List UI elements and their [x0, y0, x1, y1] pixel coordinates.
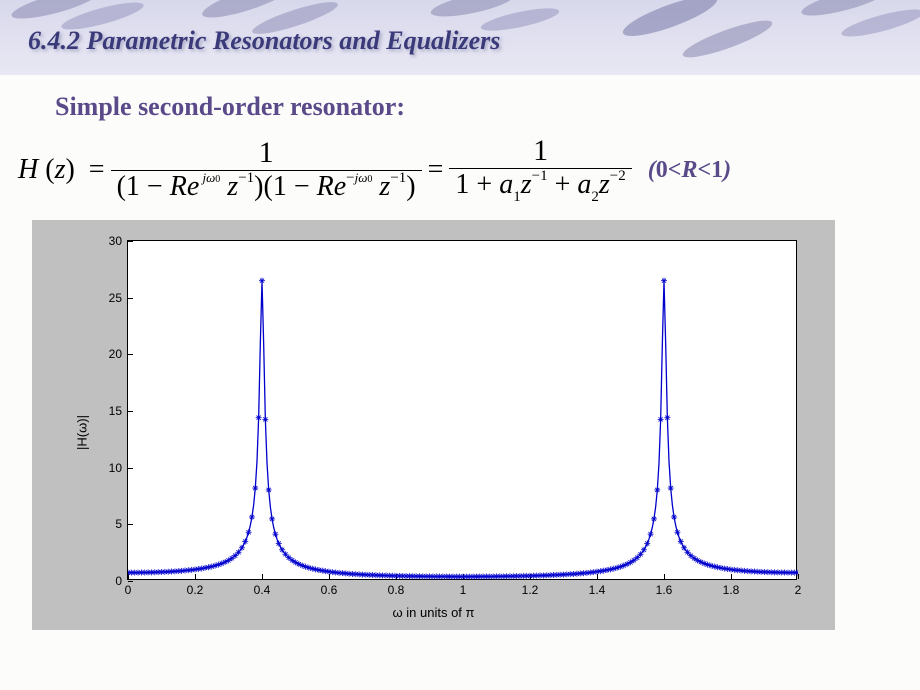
x-tick: 1.8 [723, 579, 740, 597]
x-tick: 0.4 [254, 579, 271, 597]
x-tick: 1.4 [589, 579, 606, 597]
x-tick: 1.6 [656, 579, 673, 597]
transfer-function-equation: H (z) = 1 (1 − Re jω0 z−1)(1 − Re−jω0 z−… [18, 125, 898, 215]
x-tick: 0.2 [187, 579, 204, 597]
x-tick: 0.6 [321, 579, 338, 597]
response-curve [128, 241, 798, 581]
section-title: 6.4.2 Parametric Resonators and Equalize… [28, 26, 500, 56]
x-tick: 2 [795, 579, 802, 597]
numerator-1: 1 [253, 136, 280, 170]
y-tick: 15 [109, 404, 128, 418]
pole-radius-condition: (0<R<1) [648, 157, 731, 184]
denominator-expanded: 1 + a1z−1 + a2z−2 [449, 168, 631, 207]
x-tick: 0.8 [388, 579, 405, 597]
banner: 6.4.2 Parametric Resonators and Equalize… [0, 0, 920, 75]
magnitude-response-chart: 05101520253000.20.40.60.811.21.41.61.82 … [32, 220, 835, 630]
y-axis-label: |H(ω)| [75, 415, 90, 450]
x-tick: 1.2 [522, 579, 539, 597]
numerator-2: 1 [527, 134, 554, 168]
y-tick: 10 [109, 461, 128, 475]
x-tick: 1 [460, 579, 467, 597]
subtitle: Simple second-order resonator: [55, 92, 405, 122]
y-tick: 5 [115, 517, 128, 531]
x-axis-label: ω in units of π [393, 605, 475, 620]
y-tick: 20 [109, 347, 128, 361]
y-tick: 30 [109, 234, 128, 248]
y-tick: 25 [109, 291, 128, 305]
x-tick: 0 [125, 579, 132, 597]
denominator-factored: (1 − Re jω0 z−1)(1 − Re−jω0 z−1) [111, 170, 422, 205]
